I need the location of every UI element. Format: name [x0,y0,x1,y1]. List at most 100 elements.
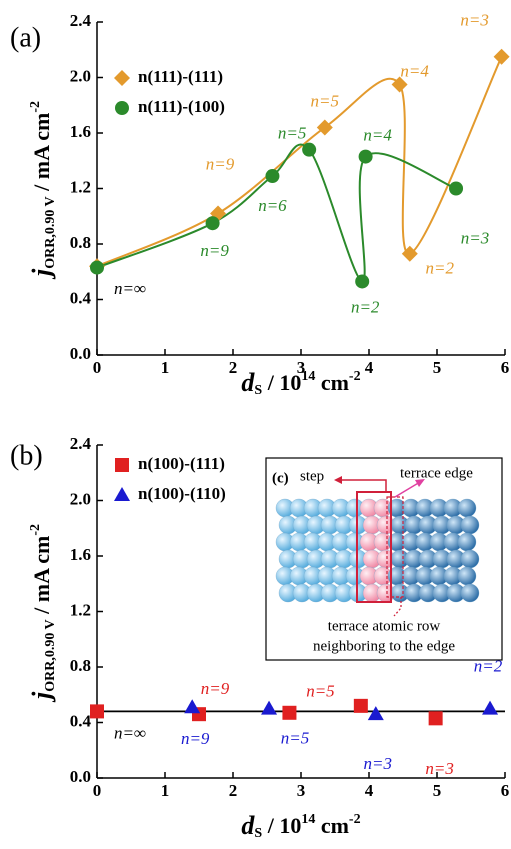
y-tick-label: 0.8 [70,656,91,675]
marker [90,260,104,275]
point-label: n=3 [425,759,453,778]
x-tick-label: 2 [229,358,238,377]
marker [114,70,130,86]
y-axis-label-part: -2 [28,524,43,536]
x-axis-label-part: 14 [301,369,315,384]
atom [460,549,480,569]
edge-arrow [394,481,421,498]
x-axis-label-part: d [241,811,255,840]
point-label: n=3 [364,754,392,773]
point-label: n=2 [426,259,455,278]
x-tick-label: 0 [93,781,102,800]
y-axis-label: jORR,0.90 V / mA cm-2 [27,101,58,280]
marker [114,487,130,501]
x-axis-label-part: cm [315,370,349,395]
marker [355,274,370,289]
y-axis-label-part: / mA cm [29,113,54,197]
point-label: n=5 [278,124,306,143]
marker [353,698,368,713]
x-axis-label-part: -2 [349,812,361,827]
marker [282,705,297,720]
chart-panel: (a) 0.0 0.4 0.8 1.2 1.6 2.0 2.4 0 1 2 3 4 5 6 jORR,0.90… [10,11,510,398]
y-tick-label: 1.2 [70,600,91,619]
y-axis-label-part: -2 [28,101,43,113]
point-label: n=3 [460,11,488,30]
panel-label: (a) [10,22,41,53]
x-tick-label: 3 [297,781,306,800]
x-tick-label: 4 [365,358,374,377]
y-tick-label: 1.2 [70,177,91,196]
point-label: n=6 [258,196,287,215]
y-tick-label: 2.4 [70,11,92,30]
x-axis-label-part: / 10 [262,813,301,838]
marker [391,76,408,93]
marker [401,245,418,262]
legend-label: n(111)-(111) [138,67,223,86]
inset-text: step [300,468,324,484]
point-label: n=9 [201,679,230,698]
marker [358,149,373,164]
x-tick-label: 1 [161,781,170,800]
panel-label: (b) [10,440,43,471]
y-tick-label: 2.0 [70,66,91,85]
x-tick-label: 4 [365,781,374,800]
x-tick-label: 6 [501,358,510,377]
inset-caption: neighboring to the edge [313,638,455,654]
y-tick-label: 0.4 [70,711,92,730]
point-label: n=5 [281,729,309,748]
point-label: n=2 [474,657,503,676]
marker [115,101,129,115]
point-label: n=∞ [114,723,146,742]
x-tick-label: 3 [297,358,306,377]
y-tick-label: 1.6 [70,545,91,564]
marker [302,142,317,157]
x-axis-label-part: cm [315,813,349,838]
atom [460,515,480,535]
marker [449,181,464,196]
marker [428,711,443,726]
atom [457,566,477,586]
y-tick-label: 1.6 [70,122,91,141]
x-axis-label-part: S [254,826,262,841]
y-axis-label-part: ORR,0.90 V [43,196,58,268]
inset-text: terrace edge [400,465,473,481]
x-tick-label: 1 [161,358,170,377]
marker [184,699,201,714]
inset: (c) step terrace edge terrace atomic row nei… [265,457,503,661]
x-tick-label: 5 [433,781,442,800]
point-label: n=4 [400,61,429,80]
x-axis-label-part: 14 [301,812,315,827]
inset-caption: terrace atomic row [328,618,441,634]
legend-label: n(100)-(110) [138,484,226,503]
x-axis-label-part: S [254,383,262,398]
y-axis-label-part: ORR,0.90 V [43,619,58,691]
marker [493,48,510,65]
x-axis-label-part: d [241,368,255,397]
x-tick-label: 5 [433,358,442,377]
point-label: n=9 [206,154,235,173]
chart-panel: (b) 0.0 0.4 0.8 1.2 1.6 2.0 2.4 0 1 2 3 4 5 6 jORR,0.90… [10,434,509,841]
x-tick-label: 6 [501,781,510,800]
inset-label: (c) [272,470,289,486]
y-tick-label: 2.4 [70,434,92,453]
point-label: n=2 [351,297,380,316]
marker [261,700,278,715]
point-label: n=5 [306,682,334,701]
y-tick-label: 0.0 [70,344,91,363]
point-label: n=5 [311,91,339,110]
x-axis-label-part: -2 [349,369,361,384]
marker [482,700,499,715]
y-tick-label: 0.0 [70,767,91,786]
x-axis-label-part: / 10 [262,370,301,395]
y-tick-label: 2.0 [70,489,91,508]
atom [457,498,477,518]
step-arrowhead [334,476,342,484]
y-tick-label: 0.8 [70,233,91,252]
marker [115,458,129,472]
marker [367,706,384,721]
step-arrow [340,479,387,492]
y-axis-label-part: j [27,691,56,703]
x-tick-label: 2 [229,781,238,800]
